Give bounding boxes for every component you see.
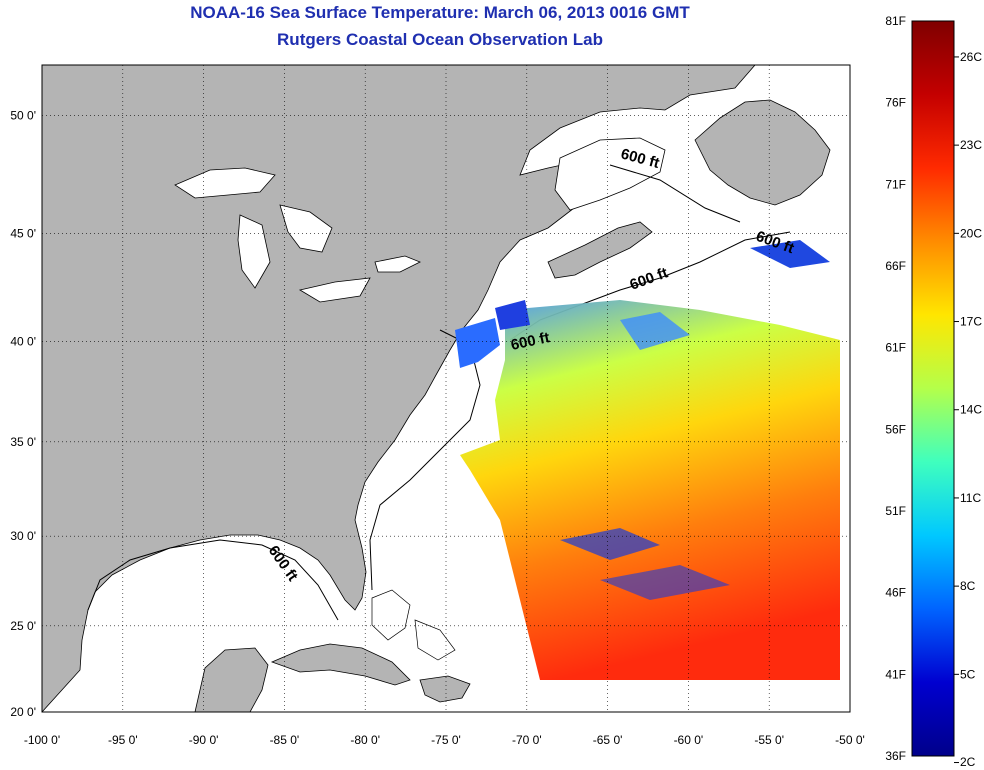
map-title: NOAA-16 Sea Surface Temperature: March 0… <box>190 3 690 22</box>
sst-swath <box>455 240 840 680</box>
colorbar-f-label: 56F <box>885 422 906 436</box>
colorbar-f-label: 46F <box>885 586 906 600</box>
colorbar-f-label: 66F <box>885 259 906 273</box>
land-newfoundland <box>694 99 831 206</box>
longitude-tick-label: -65 0' <box>593 733 623 747</box>
colorbar-c-label: 17C <box>960 315 982 329</box>
latitude-axis: 20 0' 25 0' 30 0' 35 0' 40 0' 45 0' 50 0' <box>10 109 36 719</box>
longitude-tick-label: -85 0' <box>270 733 300 747</box>
map-frame <box>41 64 851 713</box>
longitude-tick-label: -55 0' <box>754 733 784 747</box>
latitude-tick-label: 25 0' <box>10 619 36 633</box>
longitude-axis: -100 0' -95 0' -90 0' -85 0' -80 0' -75 0' -70… <box>24 733 865 747</box>
colorbar <box>911 20 955 757</box>
longitude-tick-label: -60 0' <box>674 733 704 747</box>
colorbar-c-label: 20C <box>960 226 982 240</box>
longitude-tick-label: -100 0' <box>24 733 60 747</box>
land-yucatan <box>194 647 269 712</box>
colorbar-c-label: 8C <box>960 579 976 593</box>
colorbar-c-label: 2C <box>960 755 976 769</box>
colorbar-f-label: 61F <box>885 341 906 355</box>
bahamas-banks <box>371 589 456 661</box>
map-subtitle: Rutgers Coastal Ocean Observation Lab <box>277 30 603 49</box>
colorbar-f-label: 36F <box>885 749 906 763</box>
latitude-tick-label: 50 0' <box>10 109 36 123</box>
gulf-st-lawrence <box>554 137 666 211</box>
colorbar-fahrenheit-labels: 81F 76F 71F 66F 61F 56F 51F 46F 41F 36F <box>885 14 906 763</box>
land-nova-scotia <box>547 221 653 279</box>
colorbar-c-label: 11C <box>960 491 981 505</box>
latitude-tick-label: 35 0' <box>10 435 36 449</box>
colorbar-f-label: 76F <box>885 96 906 110</box>
colorbar-c-label: 23C <box>960 138 982 152</box>
colorbar-f-label: 51F <box>885 504 906 518</box>
depth-contour-600ft <box>87 164 791 621</box>
latitude-tick-label: 45 0' <box>10 226 36 240</box>
land-hispaniola <box>419 675 471 703</box>
colorbar-f-label: 41F <box>885 667 906 681</box>
great-lakes <box>174 167 421 303</box>
colorbar-f-label: 71F <box>885 177 906 191</box>
longitude-tick-label: -95 0' <box>108 733 138 747</box>
longitude-tick-label: -90 0' <box>189 733 219 747</box>
land-north-america <box>42 65 756 712</box>
land-cuba <box>270 643 411 686</box>
longitude-tick-label: -50 0' <box>835 733 865 747</box>
colorbar-c-label: 14C <box>960 403 982 417</box>
colorbar-c-label: 5C <box>960 667 976 681</box>
colorbar-c-label: 26C <box>960 50 982 64</box>
colorbar-f-label: 81F <box>885 14 906 28</box>
colorbar-celsius-labels: 26C 23C 20C 17C 14C 11C 8C 5C 2C <box>954 50 982 769</box>
graticule <box>42 65 850 712</box>
longitude-tick-label: -70 0' <box>512 733 542 747</box>
longitude-tick-label: -80 0' <box>350 733 380 747</box>
longitude-tick-label: -75 0' <box>431 733 461 747</box>
latitude-tick-label: 30 0' <box>10 529 36 543</box>
latitude-tick-label: 40 0' <box>10 334 36 348</box>
latitude-tick-label: 20 0' <box>10 705 36 719</box>
